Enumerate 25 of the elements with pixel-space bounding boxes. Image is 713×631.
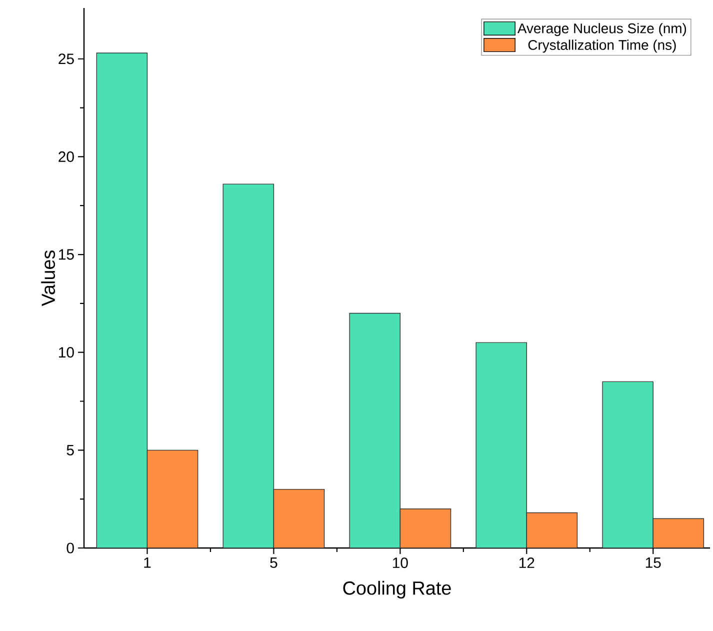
x-tick-label: 12 xyxy=(519,557,534,568)
bar xyxy=(526,512,578,548)
legend-label: Crystallization Time (ns) xyxy=(528,40,676,53)
x-tick-label: 5 xyxy=(270,558,278,568)
x-tick-label: 10 xyxy=(392,557,408,568)
bar xyxy=(476,342,527,548)
y-tick-label: 5 xyxy=(66,444,74,456)
bar xyxy=(652,518,704,548)
legend-label: Average Nucleus Size (nm) xyxy=(517,23,686,36)
x-tick-label: 15 xyxy=(646,558,661,568)
y-tick-label: 0 xyxy=(66,542,74,554)
y-tick-label: 25 xyxy=(58,54,74,64)
y-tick-label: 15 xyxy=(59,249,74,260)
y-axis-title: Values xyxy=(41,250,56,306)
bar xyxy=(602,381,654,548)
bar xyxy=(349,312,401,548)
bar xyxy=(96,52,148,548)
bar xyxy=(222,184,274,548)
bar xyxy=(146,450,198,548)
y-tick-label: 20 xyxy=(58,151,74,162)
x-axis-title: Cooling Rate xyxy=(343,580,451,599)
y-tick-label: 10 xyxy=(59,347,74,358)
bar xyxy=(400,508,452,548)
x-tick-label: 1 xyxy=(144,558,151,568)
bar xyxy=(273,488,325,548)
